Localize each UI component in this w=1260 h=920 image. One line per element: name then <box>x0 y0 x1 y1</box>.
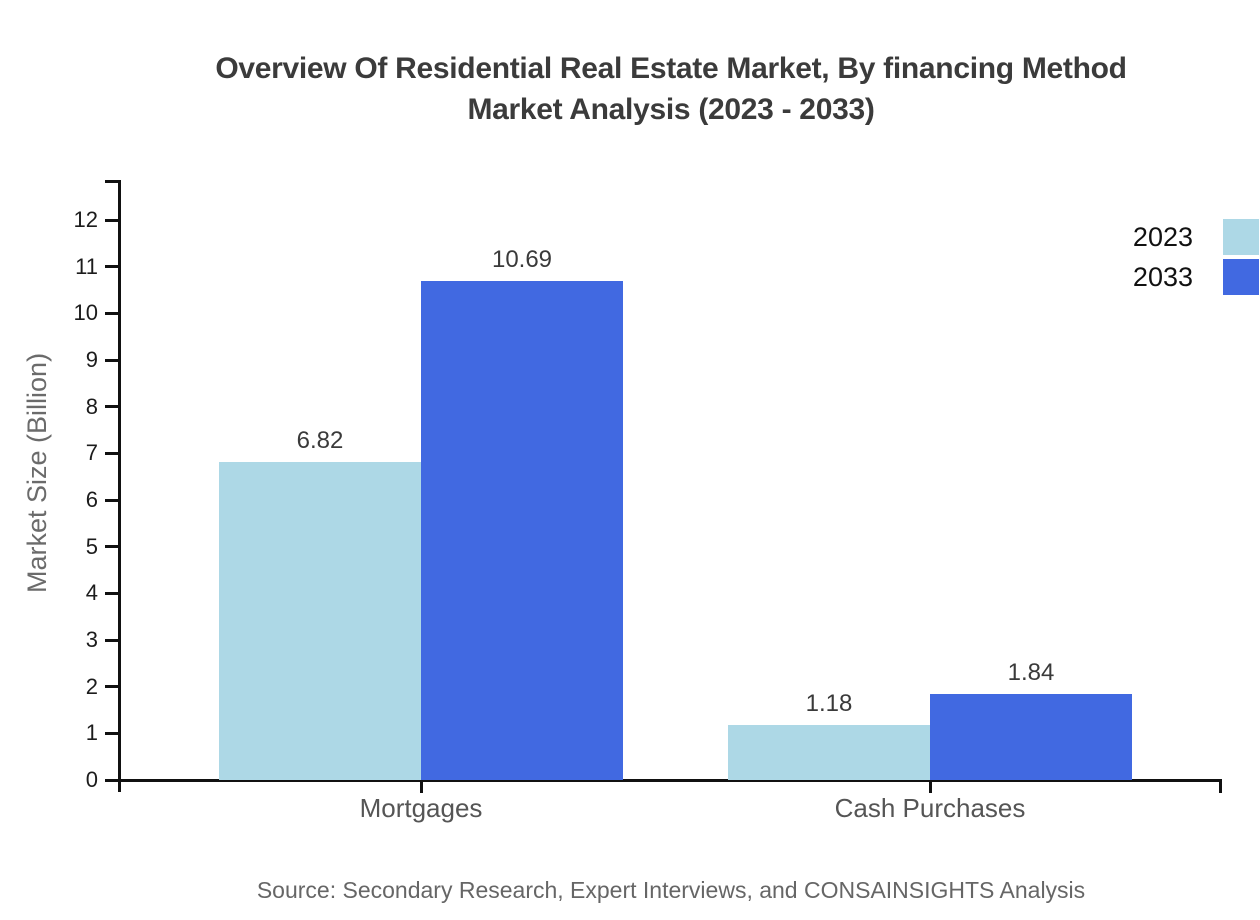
legend-label-2033: 2033 <box>1132 261 1193 292</box>
legend-swatch-2033 <box>1223 259 1259 295</box>
value-label-mortgages-2033: 10.69 <box>491 246 553 273</box>
x-axis-line <box>105 779 1222 782</box>
bar-mortgages-2023 <box>219 462 421 780</box>
legend: 2023 2033 <box>1133 219 1259 295</box>
chart-title: Overview Of Residential Real Estate Mark… <box>120 48 1222 130</box>
value-label-cash-purchases-2033: 1.84 <box>1007 659 1055 686</box>
legend-label-2023: 2023 <box>1132 221 1193 252</box>
value-label-mortgages-2023: 6.82 <box>296 427 344 454</box>
y-axis-line <box>118 180 121 792</box>
y-tick-label-0: 0 <box>85 767 98 792</box>
x-axis-end-tick <box>1219 779 1222 793</box>
chart-title-line1: Overview Of Residential Real Estate Mark… <box>215 52 1127 85</box>
y-tick-label-8: 8 <box>85 394 98 419</box>
y-tick-7 <box>105 452 118 455</box>
y-tick-11 <box>105 265 118 268</box>
y-tick-label-10: 10 <box>73 300 98 325</box>
y-tick-2 <box>105 685 118 688</box>
source-note: Source: Secondary Research, Expert Inter… <box>256 877 1086 903</box>
y-tick-label-2: 2 <box>85 674 98 699</box>
y-tick-label-1: 1 <box>85 720 98 745</box>
y-tick-label-9: 9 <box>85 347 98 372</box>
bar-cash-purchases-2033 <box>930 694 1132 780</box>
y-tick-label-5: 5 <box>85 534 98 559</box>
x-tick-cash-purchases <box>929 782 932 793</box>
y-tick-label-6: 6 <box>85 487 98 512</box>
legend-item-2033: 2033 <box>1133 259 1259 295</box>
x-tick-mortgages <box>420 782 423 793</box>
y-tick-6 <box>105 499 118 502</box>
x-category-label-cash-purchases: Cash Purchases <box>834 793 1026 823</box>
y-tick-5 <box>105 545 118 548</box>
y-tick-label-4: 4 <box>85 580 98 605</box>
y-tick-label-11: 11 <box>75 254 98 279</box>
y-tick-8 <box>105 405 118 408</box>
y-tick-4 <box>105 592 118 595</box>
y-tick-3 <box>105 639 118 642</box>
y-tick-label-12: 12 <box>73 207 98 232</box>
y-tick-10 <box>105 312 118 315</box>
bar-mortgages-2033 <box>421 281 623 780</box>
y-axis-top-tick <box>105 180 118 183</box>
y-tick-12 <box>105 219 118 222</box>
legend-swatch-2023 <box>1223 219 1259 255</box>
y-tick-label-7: 7 <box>85 440 98 465</box>
bar-cash-purchases-2023 <box>728 725 930 780</box>
value-label-cash-purchases-2023: 1.18 <box>805 690 853 717</box>
y-tick-9 <box>105 359 118 362</box>
y-tick-1 <box>105 732 118 735</box>
x-category-label-mortgages: Mortgages <box>359 793 483 823</box>
chart-title-line2: Market Analysis (2023 - 2033) <box>467 93 875 126</box>
y-tick-label-3: 3 <box>85 627 98 652</box>
legend-item-2023: 2023 <box>1133 219 1259 255</box>
